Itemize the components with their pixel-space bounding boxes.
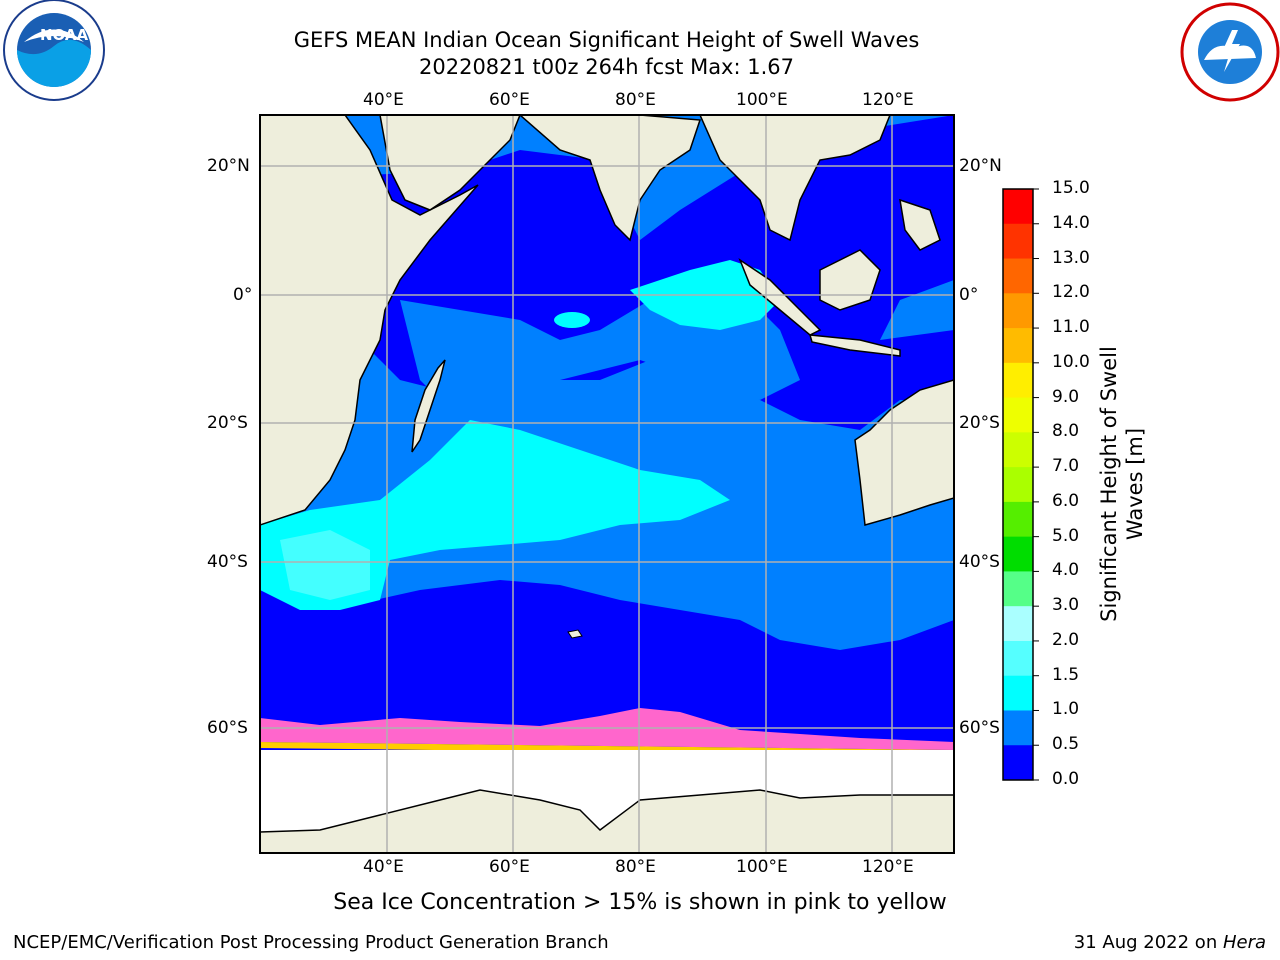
colorbar-bin-6-7 bbox=[1003, 467, 1033, 503]
colorbar-bin-10-11 bbox=[1003, 328, 1033, 364]
colorbar-label-line2: Waves [m] bbox=[1123, 427, 1147, 541]
lon-label-top-40e: 40°E bbox=[363, 90, 404, 110]
lon-label-bottom-100e: 100°E bbox=[736, 857, 788, 877]
colorbar-bin-0-0.5 bbox=[1003, 745, 1033, 781]
lon-label-top-60e: 60°E bbox=[489, 90, 530, 110]
lat-label-right-20s: 20°S bbox=[959, 413, 1000, 433]
colorbar-bin-3-4 bbox=[1003, 571, 1033, 607]
colorbar-tick-label: 14.0 bbox=[1052, 212, 1090, 233]
colorbar-bin-9-10 bbox=[1003, 362, 1033, 399]
colorbar-tick-label: 1.5 bbox=[1052, 664, 1080, 685]
noaa-logo-text: NOAA bbox=[40, 26, 89, 44]
colorbar-tick-label: 13.0 bbox=[1052, 247, 1090, 268]
colorbar-tick-label: 0.5 bbox=[1052, 734, 1080, 755]
footer-host: Hera bbox=[1222, 932, 1266, 953]
colorbar-tick-label: 3.0 bbox=[1052, 595, 1080, 616]
sea-ice-caption-text: Sea Ice Concentration > 15% is shown in … bbox=[333, 890, 947, 915]
ocean-swell-1.5-2.0-patch bbox=[280, 530, 370, 600]
lat-label-right-60s: 60°S bbox=[959, 718, 1000, 738]
lon-label-bottom-60e: 60°E bbox=[489, 857, 530, 877]
lon-label-top-100e: 100°E bbox=[736, 90, 788, 110]
chart-title-line2: 20220821 t00z 264h fcst Max: 1.67 bbox=[419, 55, 794, 79]
colorbar-tick-label: 10.0 bbox=[1052, 351, 1090, 372]
land-sumatra bbox=[738, 258, 822, 336]
colorbar-label-line1: Significant Height of Swell bbox=[1097, 346, 1121, 622]
land-antarctica bbox=[260, 789, 954, 853]
colorbar-bin-11-12 bbox=[1003, 293, 1033, 329]
footer-left: NCEP/EMC/Verification Post Processing Pr… bbox=[13, 932, 609, 953]
colorbar-tick-label: 4.0 bbox=[1052, 560, 1080, 581]
land-india bbox=[518, 115, 702, 242]
colorbar-bin-0.5-1 bbox=[1003, 710, 1033, 746]
land-kerguelen bbox=[567, 629, 583, 639]
colorbar-tick-label: 9.0 bbox=[1052, 386, 1080, 407]
colorbar-tick-label: 12.0 bbox=[1052, 282, 1090, 303]
colorbar-tick-label: 0.0 bbox=[1052, 769, 1080, 789]
ocean-swell-0.0-0.5-south bbox=[260, 580, 954, 760]
land-java bbox=[808, 334, 901, 357]
land-arabia bbox=[379, 115, 521, 211]
colorbar-label: Significant Height of Swell Waves [m] bbox=[1097, 346, 1147, 622]
colorbar-tick-label: 15.0 bbox=[1052, 178, 1090, 198]
lon-label-bottom-120e: 120°E bbox=[862, 857, 914, 877]
lon-label-top-120e: 120°E bbox=[862, 90, 914, 110]
lat-label-right-40s: 40°S bbox=[959, 552, 1000, 572]
colorbar-bin-1-1.5 bbox=[1003, 675, 1033, 711]
colorbar-bin-7-8 bbox=[1003, 432, 1033, 468]
sea-ice-caption: Sea Ice Concentration > 15% is shown in … bbox=[0, 890, 1280, 915]
chart-title-line1: GEFS MEAN Indian Ocean Significant Heigh… bbox=[293, 28, 920, 52]
lat-label-left-40s: 40°S bbox=[207, 552, 248, 572]
lon-label-top-80e: 80°E bbox=[615, 90, 656, 110]
colorbar-tick-label: 11.0 bbox=[1052, 317, 1090, 338]
sea-ice-margin bbox=[260, 708, 954, 750]
colorbar-bin-2-3 bbox=[1003, 606, 1033, 642]
lat-label-right-0: 0° bbox=[959, 285, 979, 305]
land-australia bbox=[854, 379, 954, 526]
lon-label-bottom-40e: 40°E bbox=[363, 857, 404, 877]
colorbar bbox=[1003, 188, 1039, 781]
lat-label-right-20n: 20°N bbox=[959, 156, 1002, 176]
land-philippines bbox=[899, 198, 941, 251]
colorbar-tick-label: 7.0 bbox=[1052, 456, 1080, 477]
map-frame bbox=[259, 114, 955, 854]
ocean-swell-1.0-1.5-small bbox=[554, 312, 590, 328]
graticule bbox=[260, 115, 954, 853]
colorbar-tick-label: 1.0 bbox=[1052, 699, 1080, 720]
lon-label-bottom-80e: 80°E bbox=[615, 857, 656, 877]
land-southeast-asia bbox=[699, 115, 891, 242]
colorbar-frame bbox=[1002, 188, 1034, 781]
colorbar-tick-label: 8.0 bbox=[1052, 421, 1080, 442]
colorbar-bin-13-14 bbox=[1003, 223, 1033, 260]
colorbar-bin-4-5 bbox=[1003, 536, 1033, 572]
lat-label-left-20s: 20°S bbox=[207, 413, 248, 433]
colorbar-bin-14-15 bbox=[1003, 189, 1033, 225]
colorbar-bin-12-13 bbox=[1003, 258, 1033, 294]
lat-label-left-0: 0° bbox=[233, 285, 253, 305]
land-madagascar bbox=[411, 359, 446, 453]
footer-date: 31 Aug 2022 on bbox=[1073, 932, 1223, 953]
colorbar-tick-label: 5.0 bbox=[1052, 525, 1080, 546]
colorbar-tick-label: 2.0 bbox=[1052, 629, 1080, 650]
colorbar-bin-8-9 bbox=[1003, 397, 1033, 433]
lat-label-left-20n: 20°N bbox=[207, 156, 250, 176]
colorbar-bin-1.5-2 bbox=[1003, 640, 1033, 677]
colorbar-tick-label: 6.0 bbox=[1052, 490, 1080, 511]
footer-right: 31 Aug 2022 on Hera bbox=[1074, 932, 1266, 953]
colorbar-bin-5-6 bbox=[1003, 501, 1033, 538]
lat-label-left-60s: 60°S bbox=[207, 718, 248, 738]
